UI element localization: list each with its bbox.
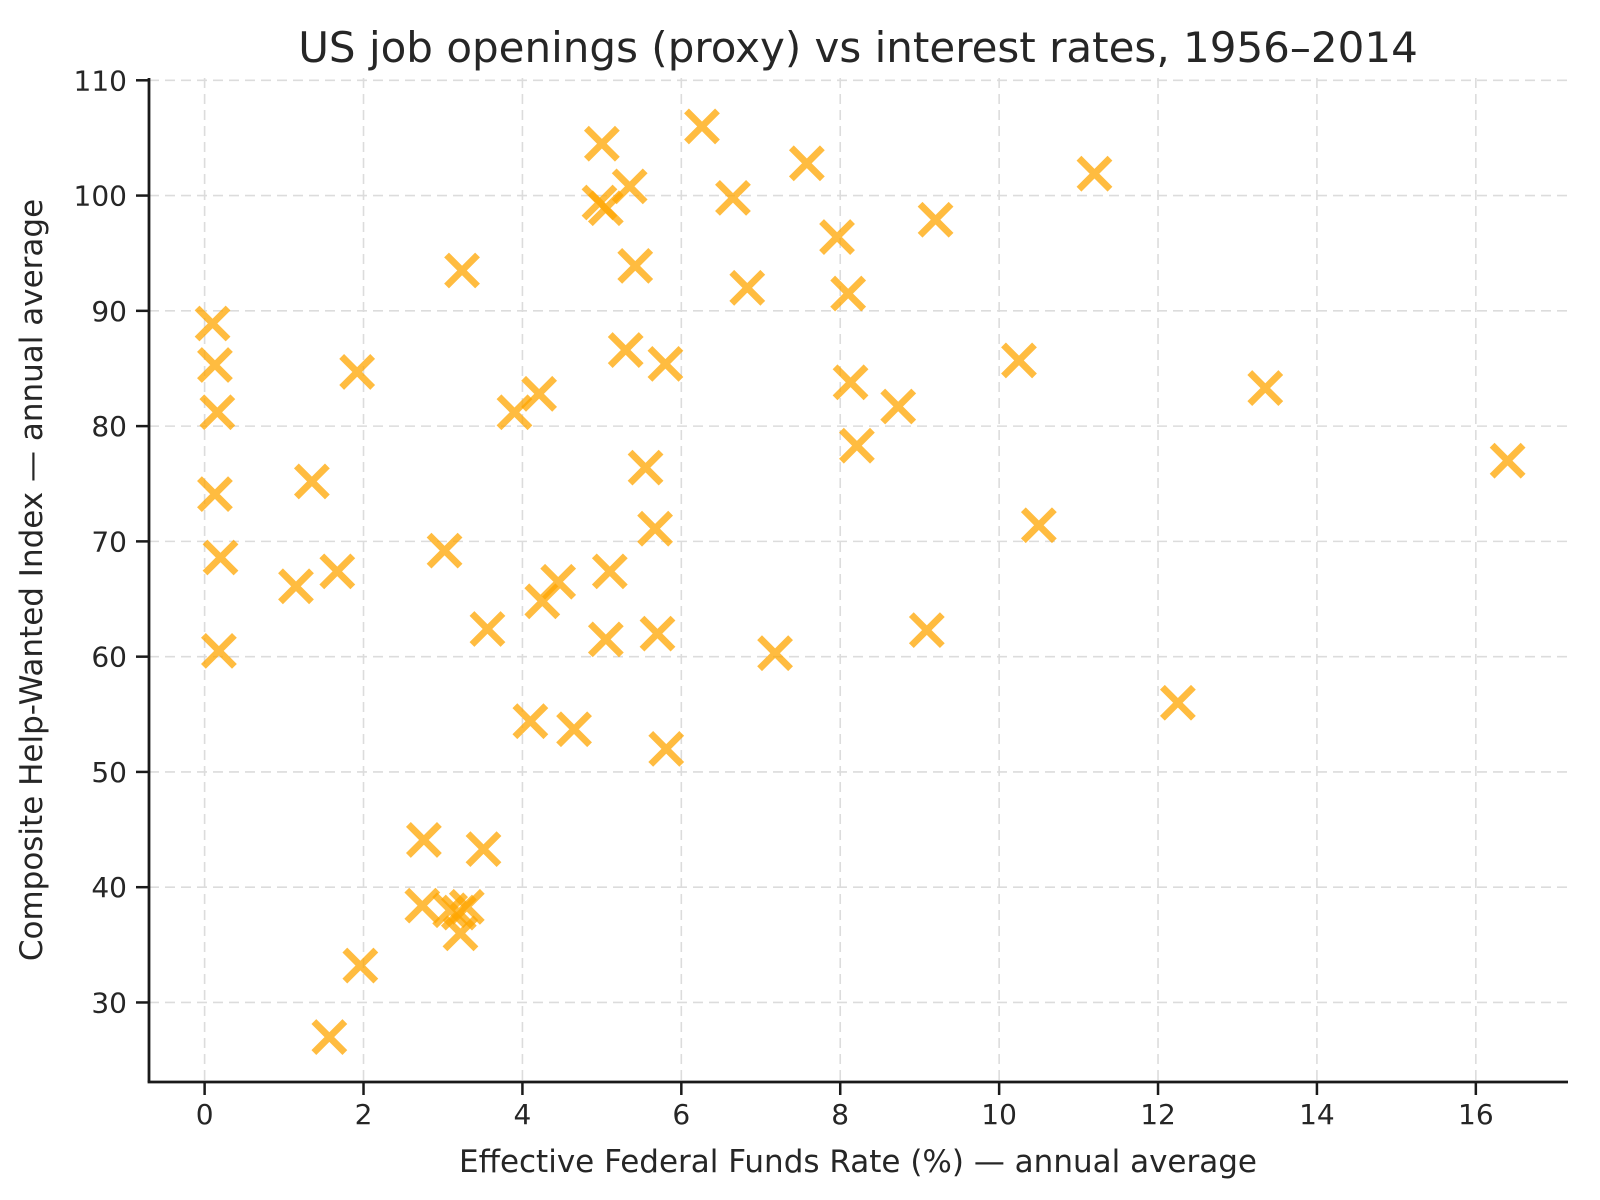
scatter-marker bbox=[197, 347, 233, 383]
x-axis-label: Effective Federal Funds Rate (%) — annua… bbox=[459, 1144, 1257, 1180]
scatter-marker bbox=[556, 711, 592, 748]
scatter-marker bbox=[591, 553, 628, 590]
scatter-marker bbox=[617, 247, 654, 284]
scatter-marker bbox=[1020, 507, 1057, 544]
scatter-marker bbox=[611, 168, 648, 205]
x-tick-label-8: 8 bbox=[831, 1098, 849, 1131]
scatter-marker bbox=[448, 888, 485, 925]
scatter-marker bbox=[839, 427, 875, 464]
y-tick-label-50: 50 bbox=[91, 756, 127, 789]
x-tick-label-0: 0 bbox=[196, 1098, 214, 1131]
scatter-marker bbox=[917, 201, 954, 238]
scatter-marker bbox=[521, 375, 558, 412]
scatter-marker bbox=[278, 568, 314, 605]
scatter-marker bbox=[1076, 155, 1113, 192]
scatter-marker bbox=[788, 145, 825, 182]
y-tick-label-40: 40 bbox=[91, 871, 127, 904]
tick-label-layer: 0 2 4 6 8 10 12 14 16 30 40 50 60 70 80 90 100 110 bbox=[74, 64, 1494, 1131]
scatter-marker bbox=[1247, 370, 1284, 406]
scatter-marker bbox=[339, 354, 376, 390]
scatter-marker bbox=[442, 915, 479, 952]
scatter-marker bbox=[1489, 442, 1526, 479]
scatter-marker bbox=[202, 539, 239, 576]
y-tick-label-110: 110 bbox=[74, 64, 127, 97]
scatter-marker bbox=[832, 364, 869, 401]
scatter-marker bbox=[197, 476, 233, 513]
scatter-marker bbox=[540, 563, 577, 600]
y-tick-label-70: 70 bbox=[91, 525, 127, 558]
marker-layer bbox=[194, 108, 1526, 1055]
x-tick-label-14: 14 bbox=[1299, 1098, 1335, 1131]
x-tick-label-10: 10 bbox=[981, 1098, 1017, 1131]
scatter-marker bbox=[647, 345, 684, 382]
y-axis-label: Composite Help-Wanted Index — annual ave… bbox=[14, 199, 50, 961]
scatter-marker bbox=[512, 703, 549, 740]
spine-layer bbox=[147, 78, 1568, 1084]
y-tick-label-60: 60 bbox=[91, 641, 127, 674]
scatter-marker bbox=[637, 510, 674, 547]
x-tick-label-12: 12 bbox=[1140, 1098, 1176, 1131]
grid-layer bbox=[149, 78, 1568, 1082]
scatter-marker bbox=[684, 108, 720, 145]
scatter-marker bbox=[496, 394, 533, 431]
scatter-marker bbox=[1001, 342, 1037, 379]
scatter-marker bbox=[729, 269, 766, 306]
y-tick-label-80: 80 bbox=[91, 410, 127, 443]
scatter-marker bbox=[819, 219, 855, 255]
scatter-marker bbox=[880, 388, 917, 425]
scatter-marker bbox=[342, 947, 379, 984]
scatter-marker bbox=[469, 611, 506, 647]
scatter-marker bbox=[1159, 684, 1196, 721]
scatter-marker bbox=[715, 179, 751, 216]
scatter-marker bbox=[583, 125, 620, 162]
tick-layer bbox=[136, 79, 1478, 1095]
scatter-marker bbox=[639, 615, 676, 652]
x-tick-label-16: 16 bbox=[1458, 1098, 1494, 1131]
x-tick-label-6: 6 bbox=[672, 1098, 690, 1131]
y-tick-label-100: 100 bbox=[74, 180, 127, 213]
scatter-marker bbox=[426, 532, 463, 569]
scatter-marker bbox=[830, 275, 867, 312]
scatter-marker bbox=[607, 332, 644, 368]
chart-title: US job openings (proxy) vs interest rate… bbox=[298, 23, 1418, 72]
scatter-marker bbox=[908, 612, 945, 649]
scatter-marker bbox=[404, 887, 441, 924]
scatter-marker bbox=[311, 1019, 348, 1055]
x-tick-label-2: 2 bbox=[355, 1098, 373, 1131]
scatter-marker bbox=[757, 635, 793, 672]
scatter-marker bbox=[201, 632, 237, 669]
scatter-marker bbox=[293, 463, 330, 500]
scatter-marker bbox=[194, 305, 231, 342]
scatter-marker bbox=[465, 831, 502, 868]
scatter-marker bbox=[199, 394, 236, 431]
scatter-marker bbox=[587, 621, 624, 658]
y-tick-label-30: 30 bbox=[91, 986, 127, 1019]
y-tick-label-90: 90 bbox=[91, 295, 127, 328]
scatter-marker bbox=[648, 730, 685, 767]
scatter-marker bbox=[319, 553, 356, 590]
x-tick-label-4: 4 bbox=[514, 1098, 532, 1131]
scatter-marker bbox=[405, 822, 442, 858]
scatter-marker bbox=[444, 252, 480, 289]
scatter-marker bbox=[627, 449, 664, 486]
